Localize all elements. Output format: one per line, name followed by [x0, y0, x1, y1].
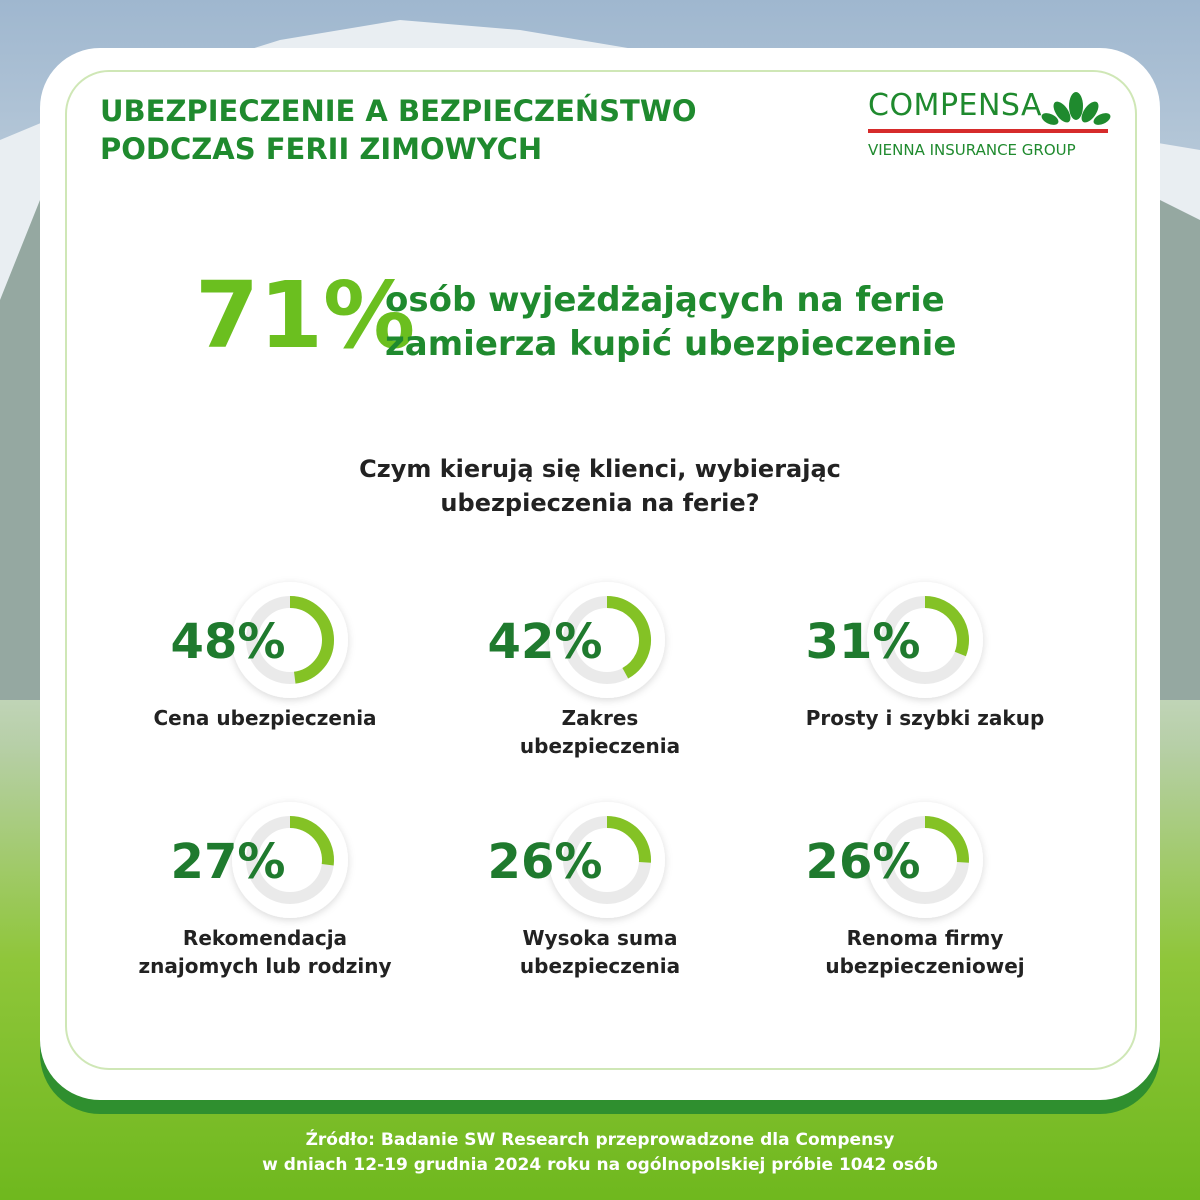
category-label: Zakres ubezpieczenia — [519, 706, 681, 758]
logo-group: VIENNA INSURANCE GROUP — [868, 141, 1076, 159]
card — [40, 48, 1160, 1100]
category-label: Rekomendacja znajomych lub rodziny — [138, 926, 392, 978]
value-label: 31% — [806, 614, 921, 670]
value-label: 27% — [171, 834, 286, 890]
card-outline — [65, 70, 1137, 1070]
title-line: UBEZPIECZENIE A BEZPIECZEŃSTWO — [100, 94, 697, 128]
category-label: Wysoka suma ubezpieczenia — [519, 926, 681, 978]
gauge-arc — [924, 596, 969, 657]
value-label: 48% — [171, 614, 286, 670]
headline-line: zamierza kupić ubezpieczenie — [385, 324, 957, 364]
chart-title: Czym kierują się klienci, wybierając ube… — [359, 455, 841, 517]
source-line: Źródło: Badanie SW Research przeprowadzo… — [305, 1130, 895, 1150]
value-label: 42% — [488, 614, 603, 670]
category-label: Renoma firmy ubezpieczeniowej — [825, 926, 1025, 978]
headline-text: osób wyjeżdżających na ferie zamierza ku… — [385, 278, 956, 366]
value-label: 26% — [806, 834, 921, 890]
gauge-arc — [924, 816, 969, 863]
category-label: Prosty i szybki zakup — [805, 706, 1045, 730]
logo-icon — [1041, 92, 1111, 125]
source-line: w dniach 12-19 grudnia 2024 roku na ogól… — [262, 1155, 938, 1175]
headline-line: osób wyjeżdżających na ferie — [385, 280, 945, 320]
title-line: PODCZAS FERII ZIMOWYCH — [100, 132, 543, 166]
headline-percent: 71% — [195, 262, 416, 369]
logo: COMPENSA VIENNA INSURANCE GROUP — [868, 88, 1108, 159]
gauge-arc — [606, 816, 651, 863]
gauge-arc — [289, 596, 334, 684]
chart: 48% 42% 31% 27% 26% 26% — [171, 582, 983, 918]
value-label: 26% — [488, 834, 603, 890]
gauge-arc — [289, 816, 334, 866]
title: UBEZPIECZENIE A BEZPIECZEŃSTWO PODCZAS F… — [100, 92, 696, 168]
logo-brand: COMPENSA — [868, 88, 1043, 123]
source: Źródło: Badanie SW Research przeprowadzo… — [0, 1128, 1200, 1178]
gauge-arc — [606, 596, 651, 679]
logo-line — [868, 129, 1108, 133]
category-label: Cena ubezpieczenia — [153, 706, 377, 730]
